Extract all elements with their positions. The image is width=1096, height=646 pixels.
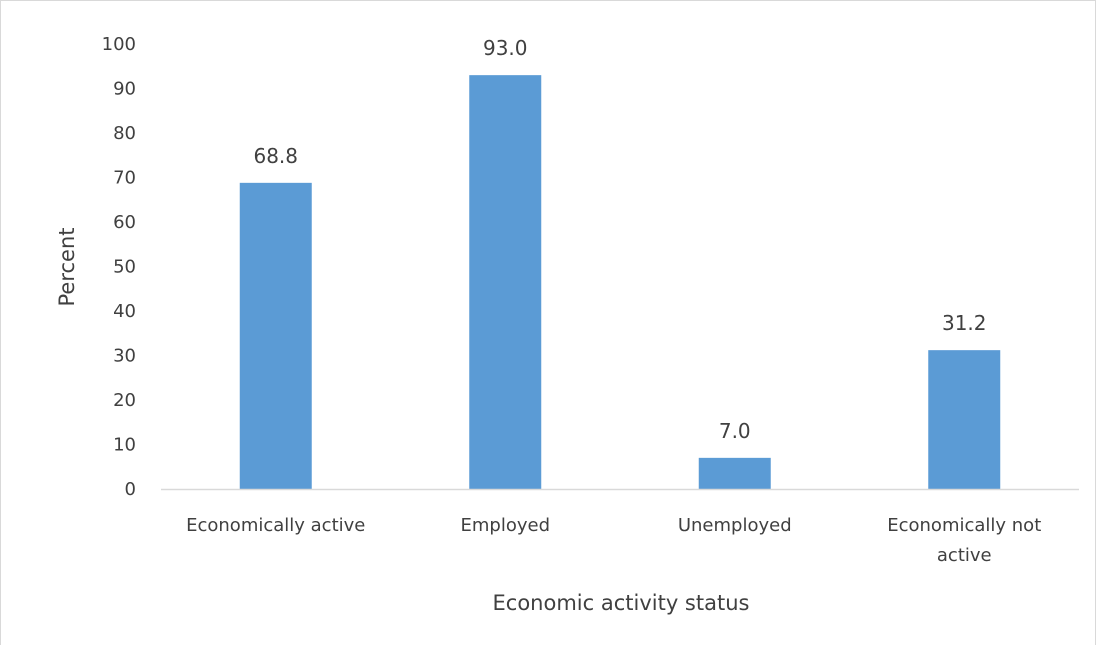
category-label: Employed <box>461 515 551 536</box>
y-tick-label: 0 <box>125 479 136 500</box>
data-label: 31.2 <box>942 311 987 335</box>
bar <box>928 350 1001 489</box>
y-tick-label: 70 <box>113 168 136 189</box>
category-labels: Economically active Employed Unemployed Eco… <box>186 515 1041 566</box>
y-tick-label: 60 <box>113 212 136 233</box>
x-axis-title: Economic activity status <box>493 591 750 615</box>
y-tick-label: 10 <box>113 435 136 456</box>
category-label: Economically active <box>186 515 365 536</box>
data-label: 93.0 <box>483 36 528 60</box>
category-label: active <box>937 545 992 566</box>
data-labels: 68.8 93.0 7.0 31.2 <box>253 36 986 443</box>
y-tick-label: 100 <box>102 34 136 55</box>
y-tick-label: 80 <box>113 123 136 144</box>
bar <box>469 75 542 490</box>
y-tick-label: 40 <box>113 301 136 322</box>
bar <box>239 182 312 489</box>
y-tick-label: 50 <box>113 257 136 278</box>
y-tick-label: 30 <box>113 346 136 367</box>
y-tick-label: 90 <box>113 79 136 100</box>
y-axis-ticks: 0 10 20 30 40 50 60 70 80 90 100 <box>102 34 136 500</box>
y-axis-title: Percent <box>55 227 79 306</box>
data-label: 7.0 <box>719 419 751 443</box>
y-tick-label: 20 <box>113 390 136 411</box>
data-label: 68.8 <box>253 144 298 168</box>
bar <box>698 457 771 489</box>
category-label: Economically not <box>887 515 1041 536</box>
category-label: Unemployed <box>678 515 792 536</box>
bar-series <box>239 75 1001 490</box>
